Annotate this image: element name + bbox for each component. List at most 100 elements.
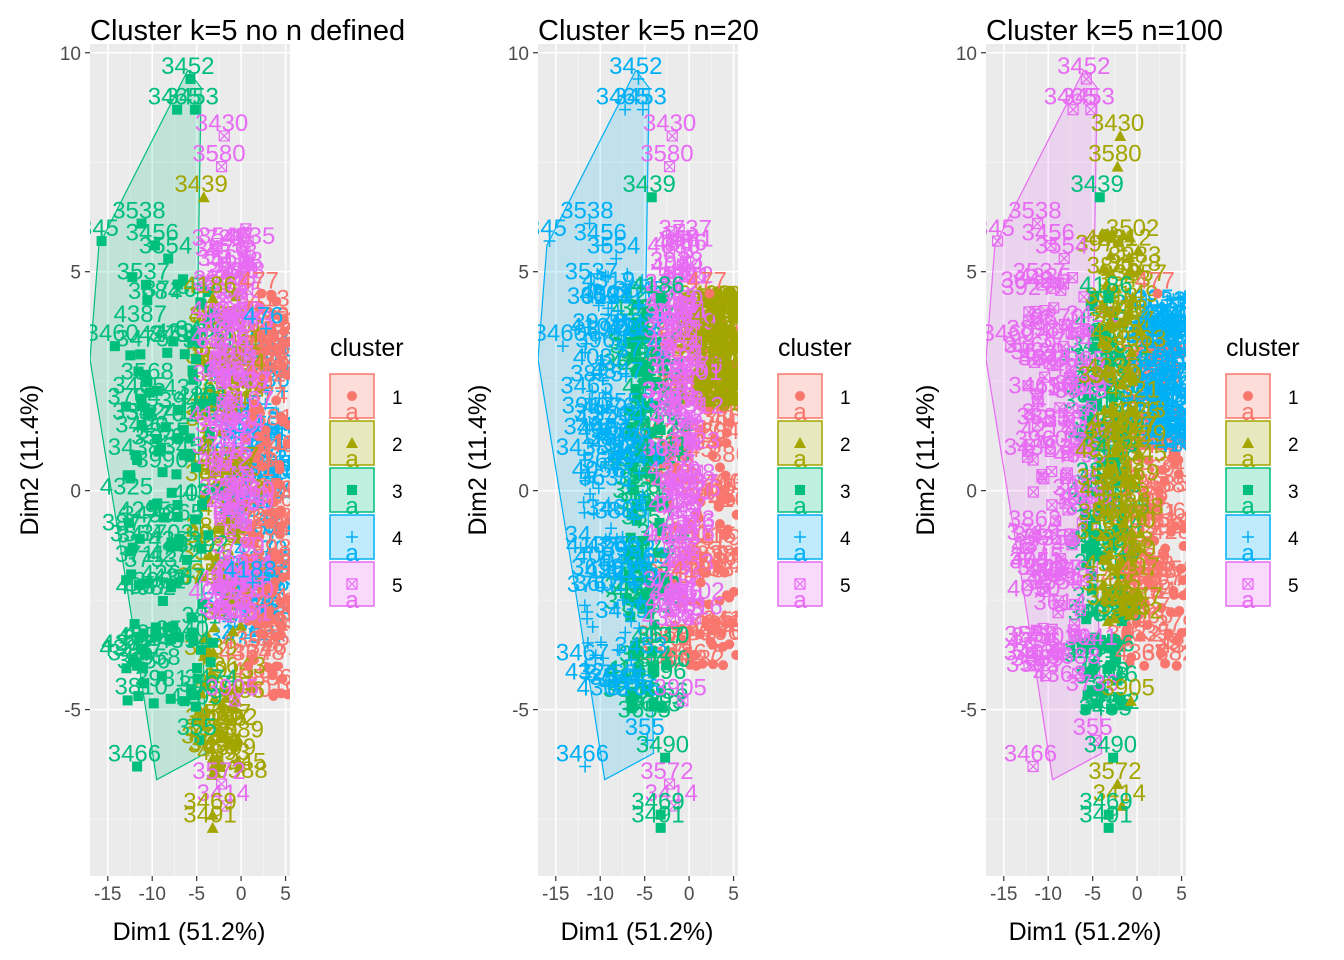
legend-label: 2 — [840, 435, 851, 456]
legend-key-2: a — [329, 420, 375, 473]
point-label: 4279 — [647, 457, 700, 484]
data-point — [1178, 590, 1186, 601]
data-point — [666, 130, 678, 142]
data-point — [655, 686, 666, 697]
data-point — [1163, 628, 1174, 639]
point-label: 3456 — [574, 219, 627, 246]
data-point — [1069, 618, 1081, 630]
data-point — [270, 433, 283, 446]
data-point — [173, 541, 184, 552]
data-point — [1027, 486, 1039, 498]
data-point — [165, 541, 176, 552]
data-point — [597, 652, 610, 665]
data-point — [1082, 524, 1093, 535]
data-point — [633, 416, 644, 427]
data-point — [602, 496, 615, 509]
data-point — [696, 317, 709, 329]
point-label: 3558 — [1004, 621, 1057, 648]
data-point — [636, 442, 647, 453]
data-point — [281, 369, 290, 380]
y-tick-label: 10 — [508, 44, 529, 65]
data-point — [616, 445, 629, 458]
legend-key-letter: a — [793, 446, 807, 473]
legend-key-1: a — [777, 373, 823, 426]
data-point — [649, 660, 660, 671]
data-point — [1091, 486, 1102, 497]
point-label: 3597 — [263, 624, 316, 651]
point-label: 3658 — [1047, 374, 1100, 401]
data-point — [247, 502, 260, 515]
data-point — [274, 459, 285, 470]
data-point — [1084, 496, 1096, 508]
legend-label: 1 — [392, 388, 403, 409]
data-point — [253, 618, 264, 629]
data-point — [716, 627, 727, 638]
data-point — [1159, 476, 1170, 487]
point-label: 3452 — [1057, 53, 1110, 80]
data-point — [1149, 535, 1160, 546]
data-point — [216, 484, 229, 496]
data-point — [275, 529, 286, 540]
point-label: 3496 — [149, 321, 202, 348]
data-point — [1082, 481, 1093, 492]
point-label: 4127 — [609, 440, 662, 467]
data-point — [255, 359, 266, 370]
legend-label: 1 — [840, 388, 851, 409]
data-point — [125, 470, 136, 481]
data-point — [192, 327, 203, 338]
data-point — [623, 575, 636, 588]
data-point — [215, 161, 228, 173]
legend-label: 3 — [1288, 482, 1299, 503]
legend-key-1: a — [1225, 373, 1271, 426]
data-point — [712, 364, 725, 376]
data-point — [714, 518, 725, 529]
point-label: 4167 — [221, 386, 274, 413]
data-point — [1059, 497, 1071, 510]
data-point — [244, 349, 256, 361]
point-label: 3601 — [574, 570, 627, 597]
data-point — [1126, 502, 1137, 513]
data-point — [647, 581, 658, 592]
point-label: 477 — [239, 267, 279, 294]
data-point — [633, 298, 646, 311]
data-point — [150, 631, 161, 642]
point-label: 3491 — [1079, 802, 1132, 829]
point-label: 3537 — [1013, 259, 1066, 286]
data-point — [1146, 569, 1157, 580]
data-point — [1106, 495, 1117, 506]
data-point — [615, 334, 628, 347]
data-point — [1066, 539, 1078, 551]
data-point — [278, 315, 289, 326]
data-point — [206, 821, 219, 833]
data-point — [1089, 290, 1100, 301]
data-point — [213, 333, 226, 345]
point-label: 3655 — [618, 696, 671, 723]
legend-key-4: a — [777, 514, 823, 567]
data-point — [1173, 606, 1184, 617]
point-label: 4186 — [183, 272, 236, 299]
data-point — [225, 550, 238, 563]
data-point — [708, 299, 721, 311]
data-point — [142, 377, 153, 388]
legend-key-symbol — [794, 437, 806, 448]
data-point — [676, 520, 689, 532]
point-label: 3453 — [614, 633, 667, 660]
point-label: 4083 — [687, 548, 740, 575]
point-label: 3984 — [252, 535, 305, 562]
data-point — [618, 313, 631, 326]
data-point — [254, 384, 265, 395]
point-label: 3905 — [1102, 675, 1155, 702]
point-label: 4319 — [582, 267, 635, 294]
data-point — [197, 191, 210, 203]
data-point — [123, 517, 134, 528]
data-point — [1085, 300, 1096, 311]
data-point — [231, 445, 243, 457]
point-label: 3863 — [1008, 506, 1061, 533]
point-label: 3543 — [1054, 377, 1107, 404]
data-point — [219, 691, 232, 703]
data-point — [1092, 528, 1103, 539]
data-point — [1098, 688, 1109, 699]
data-point — [227, 477, 240, 489]
data-point — [626, 703, 637, 714]
data-point — [223, 432, 235, 444]
